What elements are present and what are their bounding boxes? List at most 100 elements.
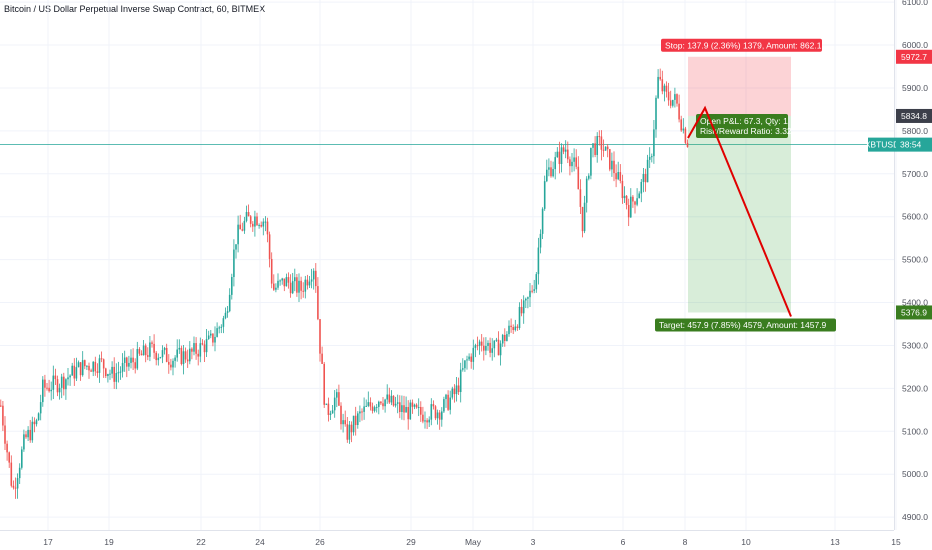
candle-body: [10, 462, 13, 486]
grid: [0, 0, 897, 530]
candle-body: [569, 159, 571, 167]
candle-body: [648, 156, 651, 160]
candle-body: [180, 347, 183, 365]
price-axis[interactable]: 6100.0 6000.0 5900.0 5800.0 5700.0 5600.0 5500…: [865, 0, 932, 530]
candle-body: [126, 357, 128, 367]
pnl-box: [696, 113, 788, 138]
candle-body: [228, 294, 231, 312]
candle-body: [401, 405, 403, 412]
projection-arrow: [687, 105, 792, 317]
candle-body: [535, 274, 538, 290]
candle-body: [306, 279, 309, 286]
candle-body: [184, 351, 187, 360]
candle-body: [399, 402, 401, 412]
candle-body: [663, 85, 666, 92]
candle-body: [499, 343, 502, 356]
candle-body: [665, 85, 668, 92]
chart-title: Bitcoin / US Dollar Perpetual Inverse Sw…: [4, 4, 266, 14]
candle-body: [100, 358, 103, 360]
candle-body: [615, 173, 617, 180]
candle-body: [105, 368, 107, 377]
candle-body: [394, 403, 397, 406]
candle-body: [640, 181, 643, 194]
candle-body: [44, 379, 46, 388]
candle-body: [674, 94, 676, 100]
candle-body: [273, 283, 275, 290]
candle-body: [79, 362, 82, 376]
candle-body: [609, 149, 611, 170]
candle-body: [546, 169, 548, 182]
candle-body: [331, 410, 334, 414]
short-position-tool[interactable]: Stop: 137.9 (2.36%) 1379, Amount: 862.1 T…: [655, 38, 836, 332]
candle-body: [140, 353, 143, 356]
candle-body: [472, 347, 475, 362]
candle-body: [567, 149, 569, 160]
candle-body: [407, 407, 409, 420]
candle-body: [207, 335, 210, 339]
candle-body: [231, 277, 233, 295]
candle-body: [312, 270, 315, 280]
candle-body: [384, 399, 386, 407]
candle-body: [4, 425, 6, 444]
entry-price-label: 5834.8: [901, 111, 927, 121]
candle-body: [405, 407, 407, 413]
candle-body: [63, 376, 65, 390]
candle-body: [655, 97, 657, 130]
candle-body: [449, 397, 451, 410]
candle-body: [422, 414, 424, 422]
candle-body: [191, 348, 193, 352]
candle-body: [340, 405, 342, 425]
candle-body: [333, 397, 336, 411]
candle-body: [451, 388, 454, 398]
candle-body: [556, 151, 559, 158]
time-tick-label: 19: [104, 537, 114, 547]
candle-body: [642, 174, 645, 182]
candle-body: [598, 136, 601, 138]
candle-body: [128, 362, 130, 367]
candle-body: [94, 361, 97, 372]
candle-body: [199, 343, 202, 357]
candle-body: [6, 443, 8, 453]
candle-body: [281, 278, 283, 281]
candle-body: [447, 394, 449, 410]
candle-body: [298, 280, 300, 293]
candle-body: [564, 149, 567, 152]
candle-body: [149, 342, 151, 357]
candle-body: [323, 363, 325, 405]
candle-body: [512, 327, 514, 330]
candle-body: [459, 369, 462, 393]
candle-body: [247, 212, 250, 217]
candle-body: [634, 201, 636, 205]
candle-body: [195, 343, 197, 354]
countdown-badge: [896, 137, 932, 152]
candle-body: [659, 76, 661, 80]
candle-body: [621, 181, 624, 199]
candle-body: [443, 399, 445, 412]
candle-body: [644, 174, 647, 183]
price-tick-label: 5500.0: [902, 255, 928, 265]
candle-body: [457, 385, 460, 393]
candle-body: [531, 290, 533, 292]
stop-zone: [688, 56, 791, 116]
candle-body: [266, 221, 269, 235]
candle-body: [115, 373, 118, 382]
candle-body: [317, 286, 319, 320]
candle-body: [226, 311, 229, 313]
candle-body: [39, 402, 42, 414]
candle-body: [262, 221, 265, 227]
time-axis[interactable]: 17 19 22 24 26 29 May 3 6 8 10 13 15: [0, 530, 901, 548]
candle-body: [386, 394, 388, 400]
candle-body: [354, 415, 357, 426]
price-tick-label: 5800.0: [902, 126, 928, 136]
candle-body: [65, 379, 67, 390]
price-tick-label: 6000.0: [902, 40, 928, 50]
candle-body: [352, 415, 355, 433]
candle-body: [684, 128, 687, 143]
candle-body: [241, 229, 244, 231]
candle-body: [441, 411, 443, 420]
candle-body: [2, 405, 4, 426]
candle-body: [329, 413, 332, 415]
candle-body: [304, 279, 307, 292]
candle-body: [338, 392, 340, 406]
